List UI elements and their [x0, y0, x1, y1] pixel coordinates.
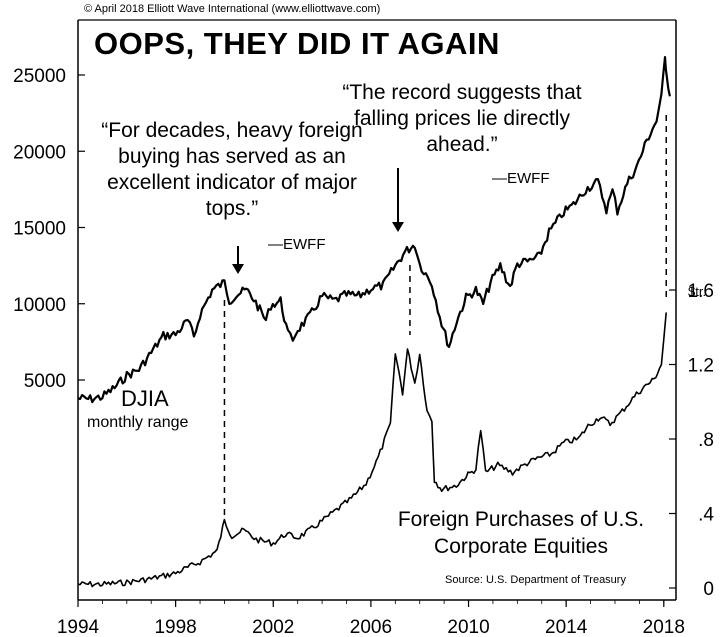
x-tick-label: 1994	[57, 617, 100, 637]
chart-title: OOPS, THEY DID IT AGAIN	[94, 26, 500, 61]
x-tick-label: 2014	[545, 617, 588, 637]
right-y-tick-label: .4	[698, 505, 714, 526]
x-tick-label: 2002	[252, 617, 294, 637]
quote-attribution-1: —EWFF	[268, 236, 326, 253]
copyright-text: © April 2018 Elliott Wave International …	[84, 3, 381, 15]
right-axis-unit: $tr.	[688, 284, 707, 299]
right-y-tick-label: 0	[703, 579, 714, 600]
left-y-tick-label: 15000	[13, 219, 66, 240]
x-tick-label: 2006	[350, 617, 392, 637]
right-y-tick-label: 1.2	[688, 356, 714, 377]
quote-annotation-2: “The record suggests that falling prices…	[342, 81, 582, 156]
x-tick-label: 2010	[447, 617, 489, 637]
right-y-tick-label: 1.6	[688, 281, 714, 302]
djia-series-sublabel: monthly range	[87, 414, 189, 431]
x-tick-label: 1998	[154, 617, 196, 637]
right-y-tick-label: .8	[698, 430, 714, 451]
arrow-2000-top-head	[232, 264, 244, 274]
x-tick-label: 2018	[643, 617, 685, 637]
arrow-2007-top-head	[392, 222, 404, 232]
foreign-purchases-series-label: Foreign Purchases of U.S. Corporate Equi…	[397, 508, 645, 558]
quote-attribution-2: —EWFF	[492, 170, 550, 187]
djia-series-line	[77, 56, 671, 404]
source-note: Source: U.S. Department of Treasury	[445, 574, 626, 586]
left-y-tick-label: 25000	[13, 66, 66, 87]
quote-annotation-1: “For decades, heavy foreign buying has s…	[101, 119, 363, 220]
left-y-tick-label: 20000	[13, 142, 66, 163]
left-y-tick-label: 5000	[24, 371, 66, 392]
left-y-tick-label: 10000	[13, 295, 66, 316]
foreign-purchases-series-line	[77, 312, 667, 588]
djia-series-label: DJIA	[121, 386, 169, 411]
